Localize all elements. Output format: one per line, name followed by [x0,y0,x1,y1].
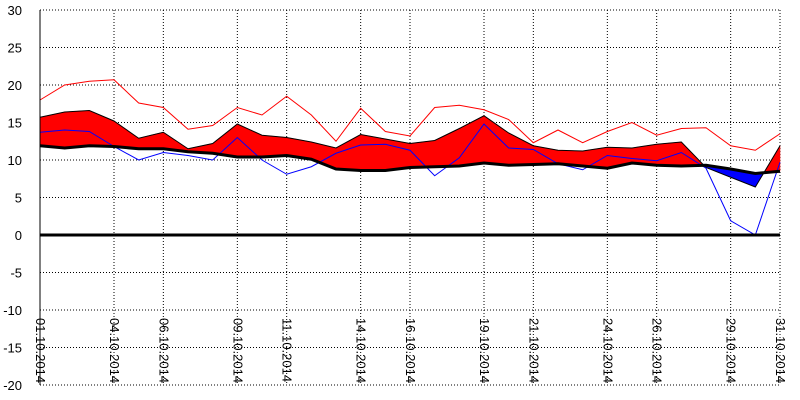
y-tick-label: -20 [3,378,22,393]
anomaly-fill-group [39,110,781,188]
baseline-series-line [39,144,781,176]
x-tick-label: 01.10.2014 [33,318,48,383]
x-tick-label: 29.10.2014 [724,318,739,383]
warm-anomaly-area [261,134,287,158]
y-tick-label: 0 [15,228,22,243]
x-tick-label: 04.10.2014 [107,318,122,383]
x-tick-label: 11.10.2014 [280,318,295,382]
lower-series-line [39,123,781,236]
y-tick-label: 15 [8,116,22,131]
x-tick-label: 21.10.2014 [526,318,541,383]
y-tick-label: 10 [8,153,22,168]
y-tick-label: 20 [8,78,22,93]
x-tick-label: 16.10.2014 [403,318,418,383]
grid [39,9,781,386]
x-tick-label: 26.10.2014 [650,318,665,383]
y-tick-label: 25 [8,41,22,56]
filled-series-outline [39,109,781,188]
x-tick-label: 06.10.2014 [156,318,171,383]
x-tick-label: 14.10.2014 [354,318,369,383]
y-tick-label: 5 [15,191,22,206]
warm-anomaly-area [64,110,90,149]
x-tick-label: 24.10.2014 [600,318,615,383]
y-tick-label: -15 [3,341,22,356]
upper-series-line [39,79,781,151]
y-tick-label: -10 [3,303,22,318]
y-tick-label: 30 [8,3,22,18]
y-tick-labels: 30 25 20 15 10 5 0 -5 -10 -15 -20 [3,3,22,393]
y-tick-label: -5 [10,266,22,281]
x-tick-label: 19.10.2014 [477,318,492,383]
x-tick-labels: 01.10.2014 04.10.2014 06.10.2014 09.10.2014… [33,318,788,383]
x-tick-label: 31.10.2014 [773,318,788,383]
axes [39,10,780,385]
warm-anomaly-area [360,134,386,171]
series-lines [39,79,781,236]
x-tick-label: 09.10.2014 [230,318,245,383]
warm-anomaly-area [385,138,411,171]
